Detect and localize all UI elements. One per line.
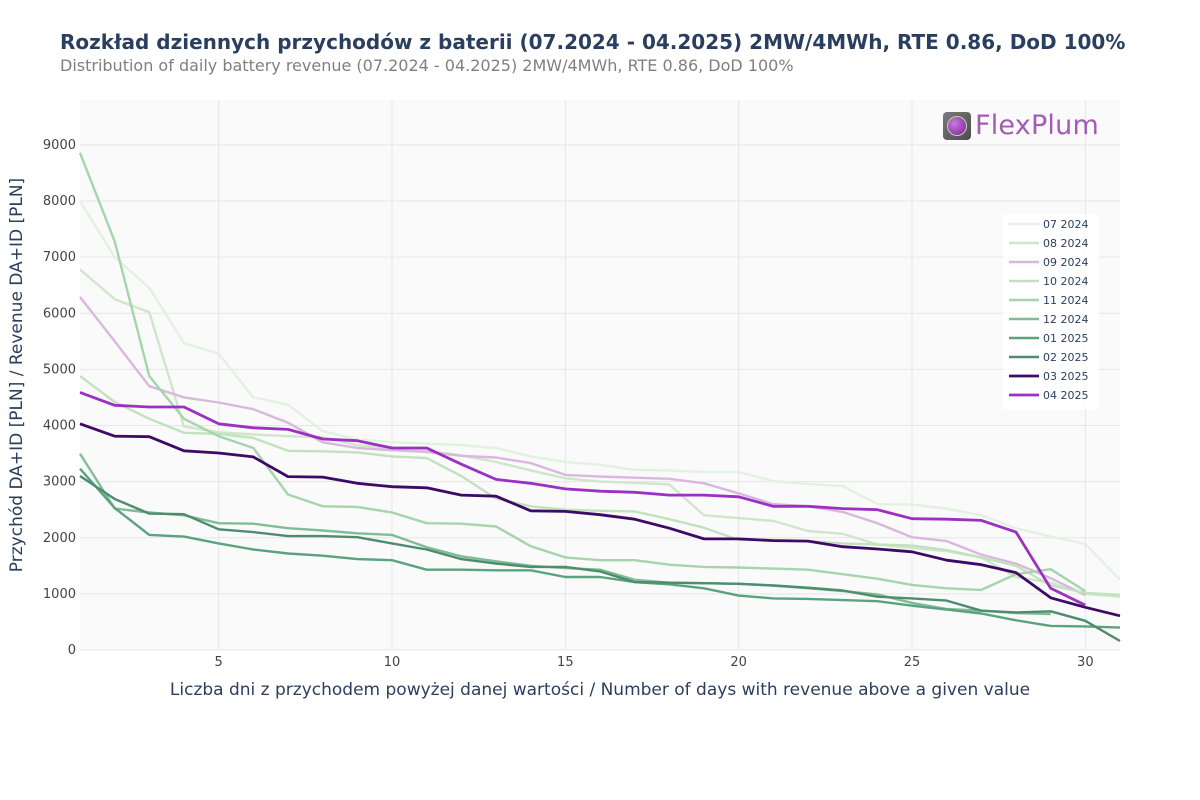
series-line-03-2025[interactable]	[79, 422, 1121, 618]
x-axis-ticks: 5 10 15 20 25 30	[215, 655, 1094, 670]
series-line-02-2025[interactable]	[79, 474, 1121, 643]
x-axis-label: Liczba dni z przychodem powyżej danej wa…	[170, 680, 1030, 700]
legend-label: 10 2024	[1043, 275, 1089, 288]
x-tick-label: 25	[904, 655, 921, 670]
series-line-09-2024[interactable]	[79, 296, 1086, 597]
y-axis-ticks: 0 1000 2000 3000 4000 5000 6000 7000 8000 9000	[43, 138, 76, 658]
legend-label: 04 2025	[1043, 389, 1089, 402]
legend-label: 01 2025	[1043, 332, 1089, 345]
legend-label: 07 2024	[1043, 218, 1089, 231]
series-line-01-2025[interactable]	[79, 467, 1121, 629]
legend-label: 09 2024	[1043, 256, 1089, 269]
legend-label: 02 2025	[1043, 351, 1089, 364]
legend-item[interactable]: 12 2024	[1009, 313, 1089, 326]
y-tick-label: 9000	[43, 138, 76, 153]
x-tick-label: 30	[1077, 655, 1094, 670]
series-line-04-2025[interactable]	[79, 391, 1086, 607]
y-tick-label: 2000	[43, 531, 76, 546]
logo-text: FlexPlum	[975, 110, 1099, 141]
legend-item[interactable]: 02 2025	[1009, 351, 1089, 364]
series-line-07-2024[interactable]	[78, 200, 1121, 581]
legend-item[interactable]: 03 2025	[1009, 370, 1089, 383]
legend-item[interactable]: 10 2024	[1009, 275, 1089, 288]
y-tick-label: 4000	[43, 419, 76, 434]
legend-item[interactable]: 04 2025	[1009, 389, 1089, 402]
legend-item[interactable]: 07 2024	[1009, 218, 1089, 231]
x-tick-label: 5	[215, 655, 223, 670]
legend-item[interactable]: 09 2024	[1009, 256, 1089, 269]
series-line-10-2024[interactable]	[79, 375, 1121, 597]
y-tick-label: 8000	[43, 194, 76, 209]
plum-icon	[943, 111, 971, 140]
y-tick-label: 7000	[43, 250, 76, 265]
y-axis-label: Przychód DA+ID [PLN] / Revenue DA+ID [PL…	[7, 178, 27, 572]
y-tick-label: 6000	[43, 306, 76, 321]
legend-item[interactable]: 08 2024	[1009, 237, 1089, 250]
flexplum-logo: FlexPlum	[943, 110, 1099, 141]
legend-label: 08 2024	[1043, 237, 1089, 250]
y-tick-label: 5000	[43, 362, 76, 377]
x-tick-label: 10	[384, 655, 401, 670]
x-tick-label: 15	[557, 655, 574, 670]
legend-item[interactable]: 01 2025	[1009, 332, 1089, 345]
y-tick-label: 1000	[43, 587, 76, 602]
y-tick-label: 3000	[43, 475, 76, 490]
chart-subtitle: Distribution of daily battery revenue (0…	[60, 56, 794, 75]
y-tick-label: 0	[68, 643, 76, 658]
legend-label: 11 2024	[1043, 294, 1089, 307]
legend-label: 12 2024	[1043, 313, 1089, 326]
legend[interactable]: 07 2024 08 2024 09 2024 10 2024 11 2024 12 20…	[1003, 214, 1099, 410]
legend-item[interactable]: 11 2024	[1009, 294, 1089, 307]
legend-label: 03 2025	[1043, 370, 1089, 383]
x-tick-label: 20	[730, 655, 747, 670]
chart-title: Rozkład dziennych przychodów z baterii (…	[60, 30, 1126, 54]
plot-background	[80, 100, 1120, 650]
series-lines	[78, 152, 1121, 643]
series-line-11-2024[interactable]	[78, 152, 1086, 593]
